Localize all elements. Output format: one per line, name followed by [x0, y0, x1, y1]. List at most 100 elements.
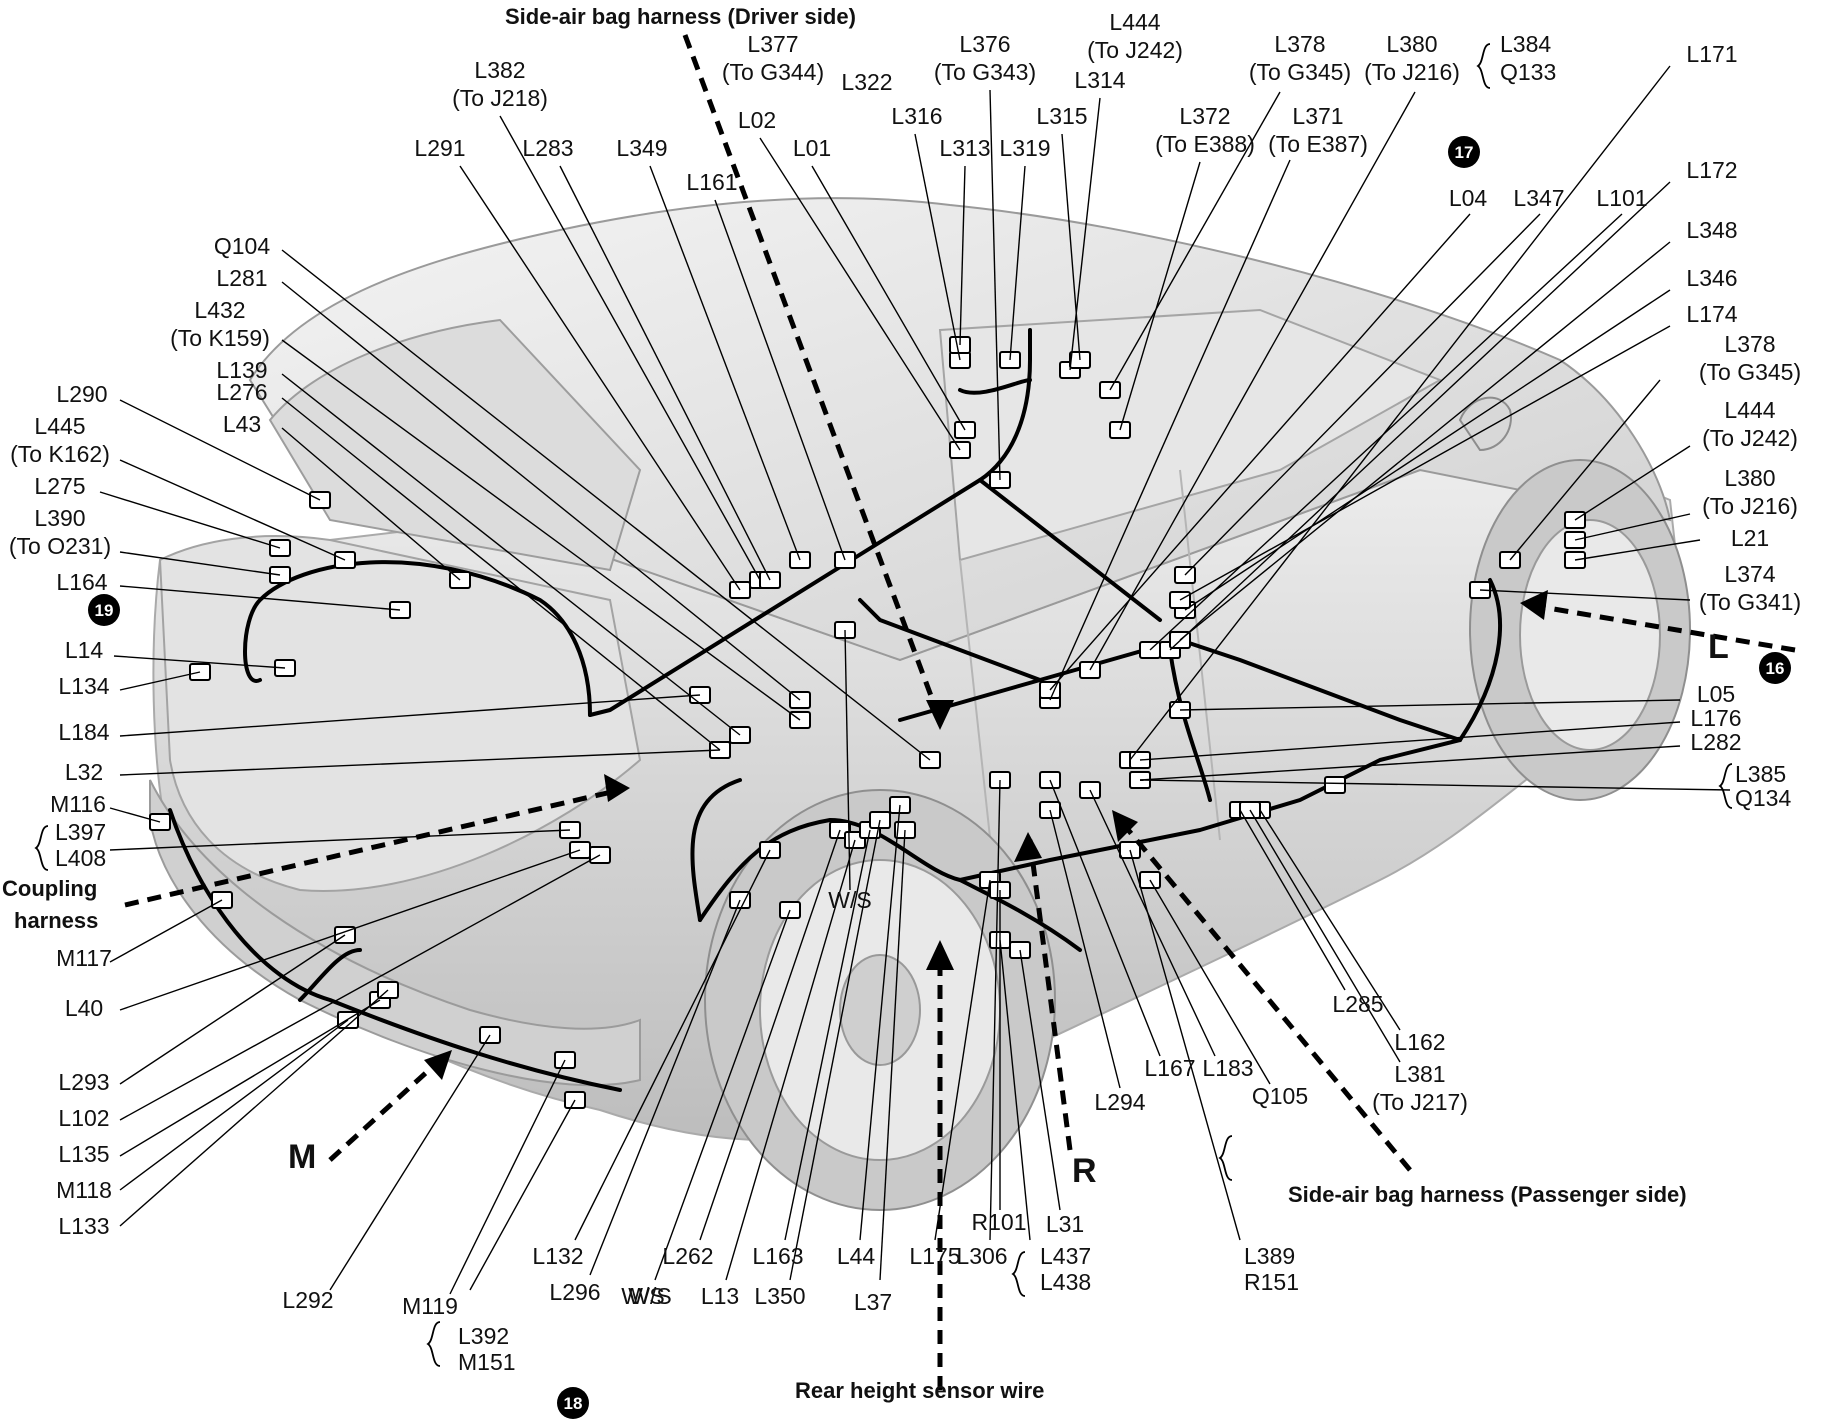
connector-label-r101-95: R101	[972, 1209, 1027, 1235]
leader-line-56	[281, 373, 741, 736]
connector-label-l376-12: L376	[959, 31, 1010, 57]
rear-glass	[268, 318, 642, 572]
leader-line-51	[1139, 779, 1731, 791]
connector-label-to-j216-27: (To J216)	[1364, 59, 1460, 85]
connector-label-to-g345-21: (To G345)	[1249, 59, 1351, 85]
connector-label-to-e388-23: (To E388)	[1155, 131, 1255, 157]
connector-label-l44-91: L44	[837, 1243, 876, 1269]
connector-label-l31-98: L31	[1046, 1211, 1084, 1237]
label-braces	[34, 43, 1733, 1367]
connector-label-r151-100: R151	[1244, 1269, 1299, 1295]
connector-label-l262-87: L262	[662, 1243, 713, 1269]
dashed-arrows	[124, 34, 1796, 1390]
connector-label-l174-37: L174	[1686, 301, 1737, 327]
leader-line-9	[811, 165, 966, 431]
connector-label-l296-85: L296	[549, 1279, 600, 1305]
connector-label-l444-40: L444	[1724, 397, 1775, 423]
badge-16: 16	[1759, 652, 1791, 684]
leader-line-68	[119, 694, 701, 737]
connector-label-q104-52: Q104	[214, 233, 270, 259]
connector-label-l135-77: L135	[58, 1141, 109, 1167]
connector-label-l319-15: L319	[999, 135, 1050, 161]
connector-label-m116-70: M116	[50, 791, 106, 817]
connector-label-l397-71: L397	[55, 819, 106, 845]
connector-label-l162-106: L162	[1394, 1029, 1445, 1055]
callout-side-airbag-driver: Side-air bag harness (Driver side)	[505, 4, 856, 29]
connector-label-l161-7: L161	[686, 169, 737, 195]
leader-line-92	[879, 829, 906, 1281]
connector-label-to-j217-108: (To J217)	[1372, 1089, 1468, 1115]
callout-side-airbag-passenger: Side-air bag harness (Passenger side)	[1288, 1182, 1687, 1207]
connector-label-l43-58: L43	[223, 411, 261, 437]
connector-label-l314-18: L314	[1074, 67, 1125, 93]
leader-line-3	[499, 115, 761, 581]
connector-label-to-j242-41: (To J242)	[1702, 425, 1798, 451]
callout-rear-height: Rear height sensor wire	[795, 1378, 1044, 1403]
connector-label-to-o231-64: (To O231)	[9, 533, 111, 559]
connector-label-l444-16: L444	[1109, 9, 1160, 35]
leader-line-37	[1179, 325, 1671, 601]
leader-line-80	[329, 1034, 491, 1291]
leader-line-58	[281, 427, 461, 581]
connector-label-l437-96: L437	[1040, 1243, 1091, 1269]
connector-label-l183-103: L183	[1202, 1055, 1253, 1081]
leader-line-78	[119, 1019, 349, 1191]
connector-label-l164-65: L164	[56, 569, 107, 595]
connector-label-l378-38: L378	[1724, 331, 1775, 357]
leader-line-101	[1049, 779, 1161, 1057]
leader-line-108	[1249, 809, 1401, 1063]
connector-label-l283-5: L283	[522, 135, 573, 161]
leader-line-8	[759, 137, 961, 451]
connector-label-l374-45: L374	[1724, 561, 1775, 587]
leader-line-61	[119, 459, 346, 561]
connector-label-l315-19: L315	[1036, 103, 1087, 129]
leader-line-94	[989, 779, 1001, 1241]
connector-label-l372-22: L372	[1179, 103, 1230, 129]
connector-label-l389-99: L389	[1244, 1243, 1295, 1269]
leader-line-72	[109, 829, 571, 851]
connector-label-l313-14: L313	[939, 135, 990, 161]
connector-label-to-e387-25: (To E387)	[1268, 131, 1368, 157]
badge-16-text: 16	[1766, 659, 1785, 678]
leader-line-76	[119, 854, 601, 1121]
connector-label-to-g345-39: (To G345)	[1699, 359, 1801, 385]
leader-line-110	[844, 629, 851, 891]
leader-line-102	[1049, 809, 1121, 1089]
leader-line-69	[119, 749, 721, 776]
connector-label-q105-104: Q105	[1252, 1083, 1308, 1109]
leader-line-47	[1179, 699, 1681, 711]
connector-label-l134-67: L134	[58, 673, 109, 699]
connector-label-l293-75: L293	[58, 1069, 109, 1095]
connector-label-w-s-86: W/S	[628, 1283, 671, 1309]
leader-line-14	[959, 165, 966, 346]
leader-line-93	[934, 879, 991, 1241]
badge-17: 17	[1448, 136, 1480, 168]
tailgate	[158, 535, 642, 892]
leader-line-35	[1179, 241, 1671, 641]
leader-line-97	[999, 939, 1031, 1241]
connector-label-l167-101: L167	[1144, 1055, 1195, 1081]
connector-label-to-g343-13: (To G343)	[934, 59, 1036, 85]
connector-label-l21-44: L21	[1731, 525, 1769, 551]
connector-label-l381-107: L381	[1394, 1061, 1445, 1087]
leader-line-65	[119, 585, 401, 611]
leader-line-5	[559, 165, 771, 581]
connector-label-l276-57: L276	[216, 379, 267, 405]
connector-label-l380-26: L380	[1386, 31, 1437, 57]
connector-label-l176-48: L176	[1690, 705, 1741, 731]
leader-line-73	[109, 899, 223, 963]
leader-line-55	[281, 339, 801, 721]
connector-label-m118-78: M118	[56, 1177, 112, 1203]
leader-line-77	[119, 999, 381, 1157]
rear-wheel	[704, 789, 1056, 1211]
connector-label-l432-54: L432	[194, 297, 245, 323]
connector-label-l294-102: L294	[1094, 1089, 1145, 1115]
leader-line-74	[119, 849, 581, 1011]
view-letter-m: M	[288, 1138, 316, 1176]
connector-label-l132-84: L132	[532, 1243, 583, 1269]
leader-line-66	[113, 655, 286, 669]
connector-label-l349-6: L349	[616, 135, 667, 161]
connector-label-l371-24: L371	[1292, 103, 1343, 129]
leader-line-46	[1479, 589, 1691, 601]
arrow-heads	[424, 590, 1548, 1080]
